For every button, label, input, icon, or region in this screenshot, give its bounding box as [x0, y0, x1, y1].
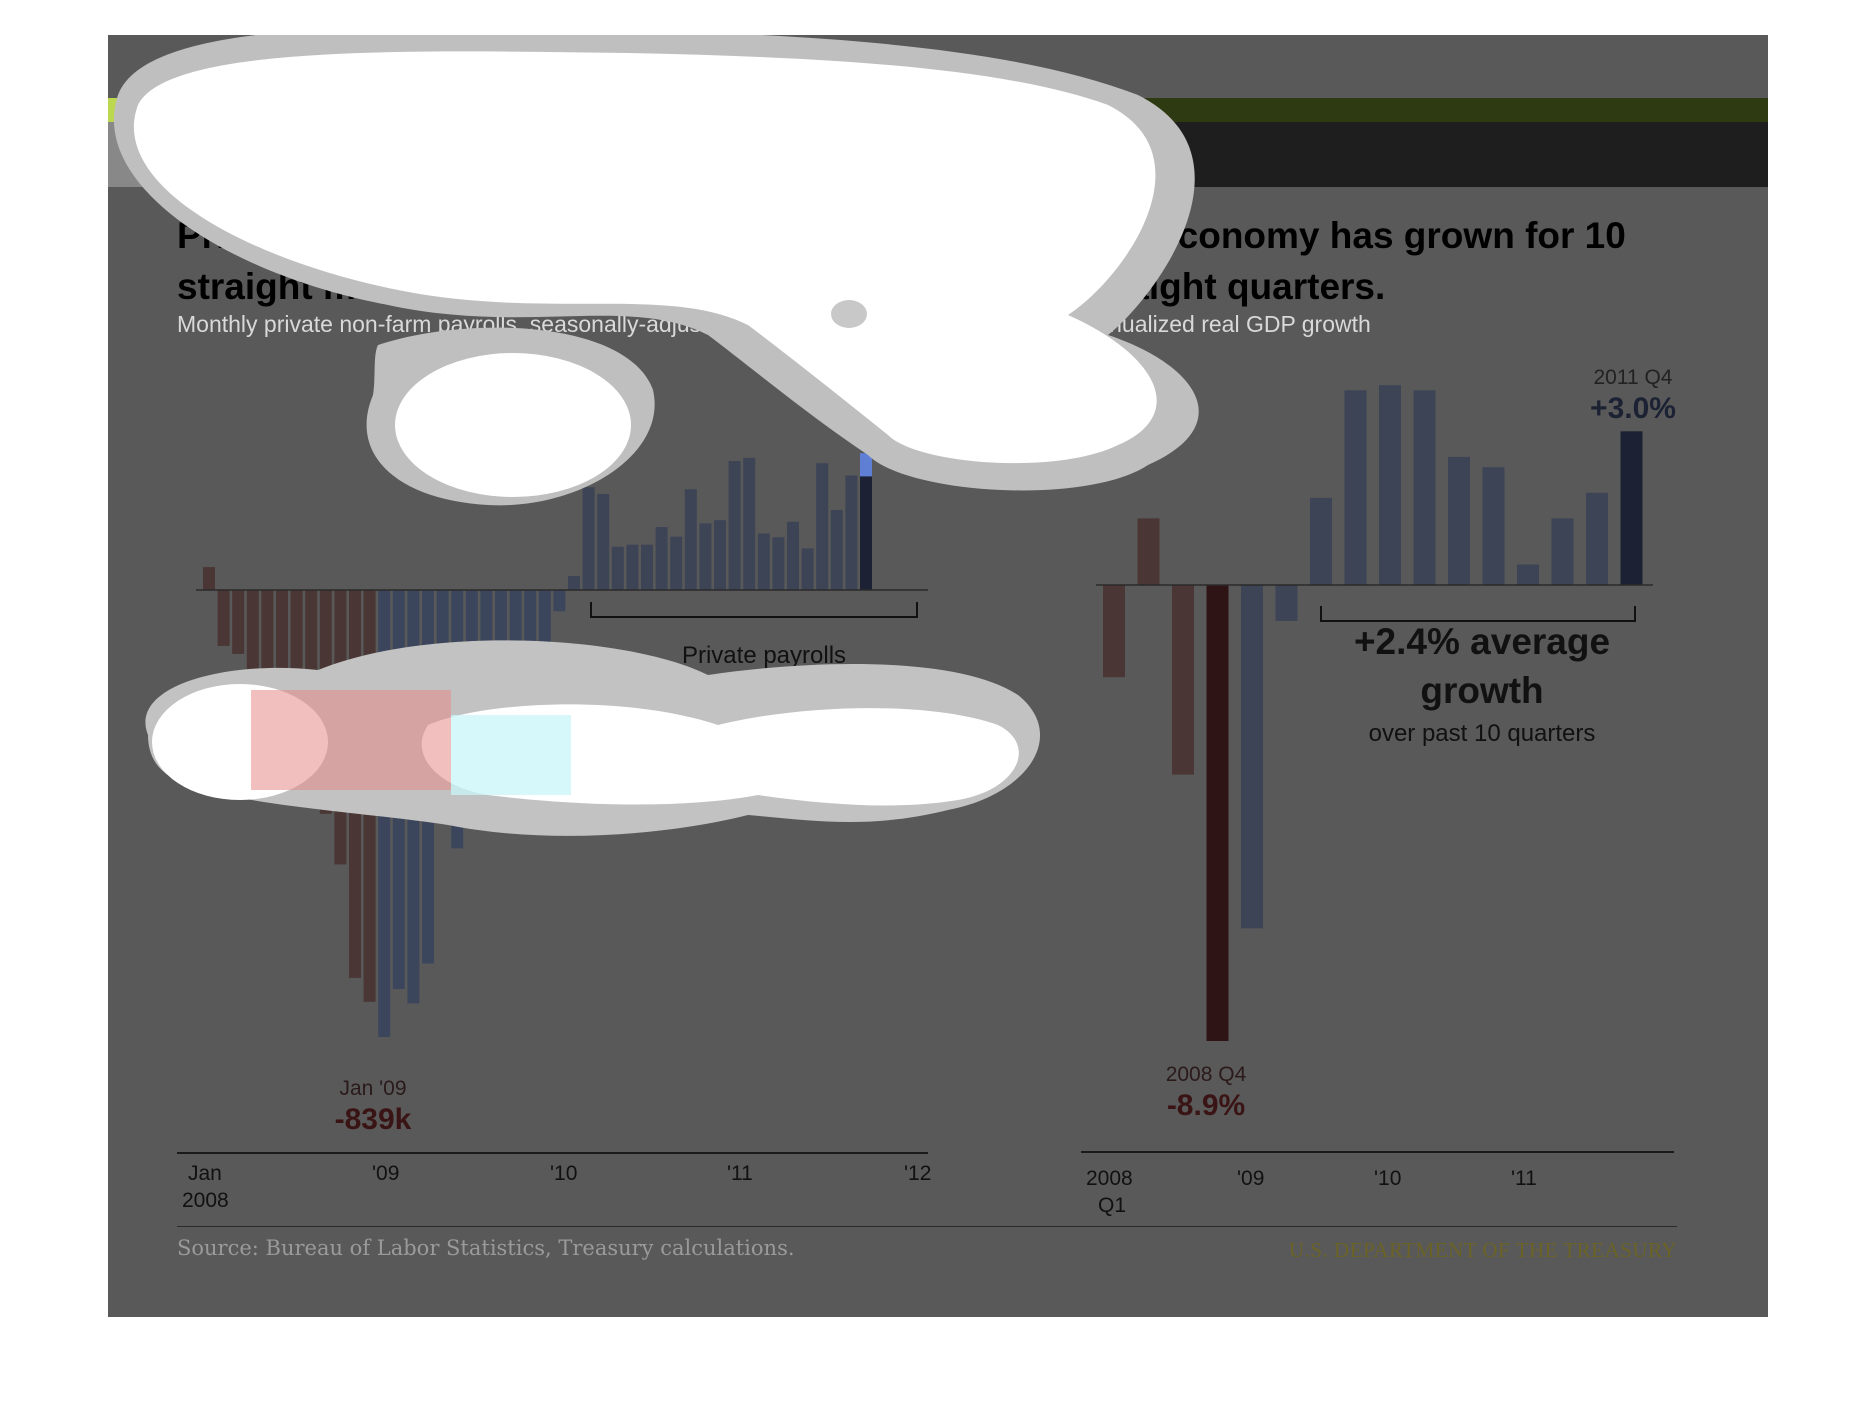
source-note: Source: Bureau of Labor Statistics, Trea…	[177, 1236, 795, 1260]
payroll-bar	[276, 590, 288, 718]
gdp-high-label: 2011 Q4	[1593, 366, 1672, 389]
payroll-bar	[772, 537, 785, 590]
gdp-bar	[1241, 585, 1263, 929]
payroll-bar	[261, 590, 274, 708]
gdp-tick-11: '11	[1511, 1167, 1537, 1190]
payroll-bar	[757, 533, 770, 590]
gdp-bar	[1379, 385, 1401, 585]
payroll-tick-10: '10	[550, 1162, 577, 1185]
payroll-tick-11: '11	[727, 1162, 753, 1185]
payroll-bar	[480, 590, 493, 723]
payroll-bar	[655, 527, 668, 590]
payroll-bar	[334, 590, 347, 865]
gdp-bracket	[1320, 606, 1636, 622]
gdp-summary-note: over past 10 quarters	[1369, 720, 1596, 747]
payroll-bar	[363, 590, 376, 1002]
payroll-bar	[392, 590, 405, 990]
gdp-bar	[1413, 390, 1436, 585]
payroll-bar	[611, 546, 624, 590]
gdp-bar	[1551, 518, 1574, 585]
gdp-summary-value-line2: growth	[1420, 670, 1543, 711]
payroll-summary-value: +3.7 million	[633, 668, 896, 721]
payroll-bar	[524, 590, 537, 651]
payroll-bar	[407, 590, 420, 1004]
charts-svg: Jan '12 +257k Jan '09 -839k Private payr…	[177, 366, 1676, 1217]
gdp-bar	[1206, 585, 1229, 1041]
gdp-bar	[1517, 564, 1539, 585]
payroll-bar	[670, 536, 683, 590]
payroll-bar	[684, 489, 697, 590]
payroll-bar	[378, 590, 391, 1037]
payroll-bar	[246, 590, 259, 708]
payroll-bar	[436, 590, 449, 782]
gdp-high-value: +3.0%	[1590, 392, 1676, 425]
gdp-low-label: 2008 Q4	[1166, 1063, 1247, 1086]
payroll-bar	[816, 463, 829, 590]
payroll-bar	[553, 590, 566, 612]
payroll-tick-jan-line1: Jan	[188, 1162, 222, 1185]
payroll-high-value: +257k	[876, 412, 961, 445]
payroll-tick-jan: Jan 2008	[182, 1162, 229, 1212]
gdp-chart	[1096, 385, 1653, 1041]
payroll-bar	[465, 590, 478, 727]
payroll-bar	[422, 590, 434, 964]
payroll-summary-label: Private payrolls	[682, 642, 846, 669]
payroll-bar	[495, 590, 507, 708]
gdp-tick-2008-line1: 2008	[1086, 1167, 1133, 1190]
gdp-bar	[1103, 585, 1125, 678]
payroll-bar	[728, 461, 741, 590]
gdp-tick-10: '10	[1374, 1167, 1401, 1190]
gdp-tick-2008: 2008 Q1	[1086, 1167, 1133, 1217]
payroll-bar	[801, 548, 814, 590]
payroll-bar	[451, 590, 464, 849]
payroll-bar	[641, 544, 653, 590]
payroll-tick-jan-line2: 2008	[182, 1189, 229, 1212]
gdp-bar	[1344, 390, 1367, 585]
payroll-bar	[597, 494, 610, 590]
payroll-bar	[305, 590, 318, 756]
gdp-tick-09: '09	[1237, 1167, 1264, 1190]
slide: The Economy 1 Economic Growth I Private s…	[108, 35, 1768, 1317]
payroll-summary-note: since Feb '10	[705, 729, 823, 751]
gdp-low-value: -8.9%	[1167, 1089, 1245, 1122]
agency-logo-text: U.S. DEPARTMENT OF THE TREASURY	[1288, 1238, 1677, 1262]
payroll-bar	[699, 523, 712, 590]
payroll-bar	[845, 475, 858, 590]
gdp-bar	[1137, 518, 1160, 585]
payroll-bar	[582, 487, 595, 590]
payroll-bar	[217, 590, 230, 646]
payroll-tick-12: '12	[904, 1162, 931, 1185]
gdp-bar	[1482, 467, 1505, 585]
payroll-bar	[290, 590, 303, 745]
payroll-bar	[743, 457, 756, 590]
payroll-bar	[787, 521, 799, 590]
payroll-tick-09: '09	[372, 1162, 399, 1185]
gdp-bar	[1275, 585, 1298, 621]
payroll-bar	[319, 590, 332, 814]
payroll-high-label: Jan '12	[884, 386, 951, 409]
payroll-low-label: Jan '09	[339, 1077, 406, 1100]
footer-rule	[177, 1226, 1677, 1227]
payroll-low-value: -839k	[335, 1103, 412, 1136]
gdp-bar	[1448, 456, 1470, 585]
gdp-summary-value-line1: +2.4% average	[1354, 621, 1610, 662]
payroll-bar	[714, 520, 726, 590]
payroll-bar	[203, 567, 215, 590]
gdp-tick-2008-line2: Q1	[1098, 1194, 1126, 1217]
gdp-bar	[1586, 492, 1608, 585]
payroll-bar	[349, 590, 361, 978]
payroll-latest-highlight	[860, 453, 872, 477]
gdp-bar	[1310, 497, 1332, 585]
gdp-bar	[1620, 431, 1643, 585]
payroll-bar	[568, 576, 580, 590]
gdp-bar	[1172, 585, 1194, 775]
payroll-bar	[232, 590, 245, 654]
payroll-bar	[509, 590, 522, 702]
payroll-bar	[538, 590, 551, 686]
payroll-bar	[626, 544, 639, 590]
payroll-bar	[830, 510, 843, 590]
payroll-bracket	[590, 602, 918, 618]
